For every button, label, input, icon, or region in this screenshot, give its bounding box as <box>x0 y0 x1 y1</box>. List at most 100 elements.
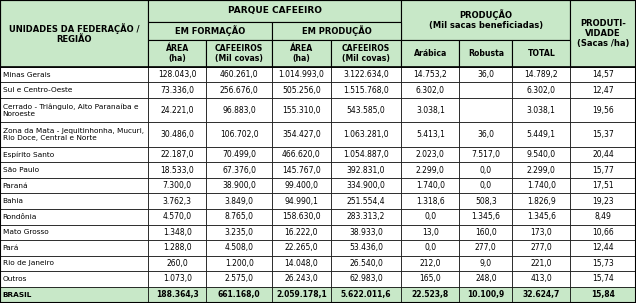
Bar <box>148 256 206 271</box>
Text: 19,23: 19,23 <box>592 197 614 206</box>
Text: 0,0: 0,0 <box>424 212 436 221</box>
Text: 2.299,0: 2.299,0 <box>527 166 556 175</box>
Text: CAFEEIROS
(Mil covas): CAFEEIROS (Mil covas) <box>342 44 390 63</box>
Bar <box>148 39 206 67</box>
Text: 3.762,3: 3.762,3 <box>163 197 192 206</box>
Text: EM FORMAÇÃO: EM FORMAÇÃO <box>175 25 245 36</box>
Bar <box>0 147 148 162</box>
Bar <box>570 178 636 193</box>
Text: 20,44: 20,44 <box>592 150 614 159</box>
Text: 22.265,0: 22.265,0 <box>284 243 318 252</box>
Bar <box>513 67 570 82</box>
Text: Minas Gerais: Minas Gerais <box>3 72 50 78</box>
Text: 251.554,4: 251.554,4 <box>347 197 385 206</box>
Text: Rondônia: Rondônia <box>3 214 37 220</box>
Bar <box>206 271 272 287</box>
Text: 5.622.011,6: 5.622.011,6 <box>341 290 391 299</box>
Bar <box>0 209 148 225</box>
Text: 155.310,0: 155.310,0 <box>282 105 321 115</box>
Text: PRODUÇÃO
(Mil sacas beneficiadas): PRODUÇÃO (Mil sacas beneficiadas) <box>429 9 543 30</box>
Text: 3.038,1: 3.038,1 <box>416 105 445 115</box>
Text: 15,77: 15,77 <box>592 166 614 175</box>
Text: Arábica: Arábica <box>414 49 447 58</box>
Text: Espírito Santo: Espírito Santo <box>3 152 54 158</box>
Bar <box>148 178 206 193</box>
Text: 1.318,6: 1.318,6 <box>416 197 445 206</box>
Text: 1.073,0: 1.073,0 <box>163 275 192 283</box>
Text: CAFEEIROS
(Mil covas): CAFEEIROS (Mil covas) <box>215 44 263 63</box>
Text: Rio de Janeiro: Rio de Janeiro <box>3 260 53 266</box>
Bar <box>401 162 459 178</box>
Bar <box>513 287 570 303</box>
Bar <box>0 67 148 82</box>
Bar <box>459 82 513 98</box>
Bar <box>401 271 459 287</box>
Bar <box>459 178 513 193</box>
Text: 24.221,0: 24.221,0 <box>161 105 194 115</box>
Bar <box>459 39 513 67</box>
Bar <box>401 147 459 162</box>
Bar <box>459 122 513 147</box>
Bar <box>331 287 401 303</box>
Bar <box>459 287 513 303</box>
Text: 9,0: 9,0 <box>480 259 492 268</box>
Text: 1.200,0: 1.200,0 <box>225 259 254 268</box>
Text: 1.345,6: 1.345,6 <box>527 212 556 221</box>
Bar <box>206 98 272 122</box>
Bar <box>206 122 272 147</box>
Bar <box>272 147 331 162</box>
Text: 106.702,0: 106.702,0 <box>220 130 258 139</box>
Bar <box>401 209 459 225</box>
Bar <box>513 82 570 98</box>
Bar <box>513 256 570 271</box>
Bar <box>148 240 206 256</box>
Bar <box>401 67 459 82</box>
Bar <box>0 98 148 122</box>
Text: Mato Grosso: Mato Grosso <box>3 229 48 235</box>
Text: 7.300,0: 7.300,0 <box>163 181 192 190</box>
Text: 12,44: 12,44 <box>592 243 614 252</box>
Text: 14,57: 14,57 <box>592 70 614 79</box>
Text: 10.100,9: 10.100,9 <box>467 290 504 299</box>
Text: Paraná: Paraná <box>3 183 28 189</box>
Bar <box>331 240 401 256</box>
Bar <box>570 209 636 225</box>
Bar <box>0 256 148 271</box>
Text: 1.740,0: 1.740,0 <box>527 181 556 190</box>
Text: 1.740,0: 1.740,0 <box>416 181 445 190</box>
Text: 1.348,0: 1.348,0 <box>163 228 192 237</box>
Bar <box>513 209 570 225</box>
Text: 128.043,0: 128.043,0 <box>158 70 197 79</box>
Bar <box>459 67 513 82</box>
Bar <box>206 287 272 303</box>
Text: 4.508,0: 4.508,0 <box>225 243 254 252</box>
Bar <box>206 193 272 209</box>
Bar <box>148 67 206 82</box>
Text: 505.256,0: 505.256,0 <box>282 85 321 95</box>
Text: 70.499,0: 70.499,0 <box>222 150 256 159</box>
Bar <box>331 193 401 209</box>
Bar <box>459 209 513 225</box>
Text: 8,49: 8,49 <box>595 212 612 221</box>
Bar <box>459 225 513 240</box>
Bar <box>570 162 636 178</box>
Bar <box>570 147 636 162</box>
Text: 5.413,1: 5.413,1 <box>416 130 445 139</box>
Text: 221,0: 221,0 <box>530 259 552 268</box>
Bar <box>513 193 570 209</box>
Bar <box>148 82 206 98</box>
Text: 17,51: 17,51 <box>592 181 614 190</box>
Bar <box>401 240 459 256</box>
Text: Zona da Mata - Jequitinhonha, Mucuri,
Rio Doce, Central e Norte: Zona da Mata - Jequitinhonha, Mucuri, Ri… <box>3 128 144 141</box>
Text: 16.222,0: 16.222,0 <box>285 228 318 237</box>
Text: 1.063.281,0: 1.063.281,0 <box>343 130 389 139</box>
Text: BRASIL: BRASIL <box>3 292 32 298</box>
Bar <box>459 256 513 271</box>
Bar <box>401 256 459 271</box>
Text: 36,0: 36,0 <box>478 130 494 139</box>
Text: 32.624,7: 32.624,7 <box>523 290 560 299</box>
Text: EM PRODUÇÃO: EM PRODUÇÃO <box>302 25 371 36</box>
Bar <box>272 240 331 256</box>
Text: 15,37: 15,37 <box>592 130 614 139</box>
Bar <box>401 98 459 122</box>
